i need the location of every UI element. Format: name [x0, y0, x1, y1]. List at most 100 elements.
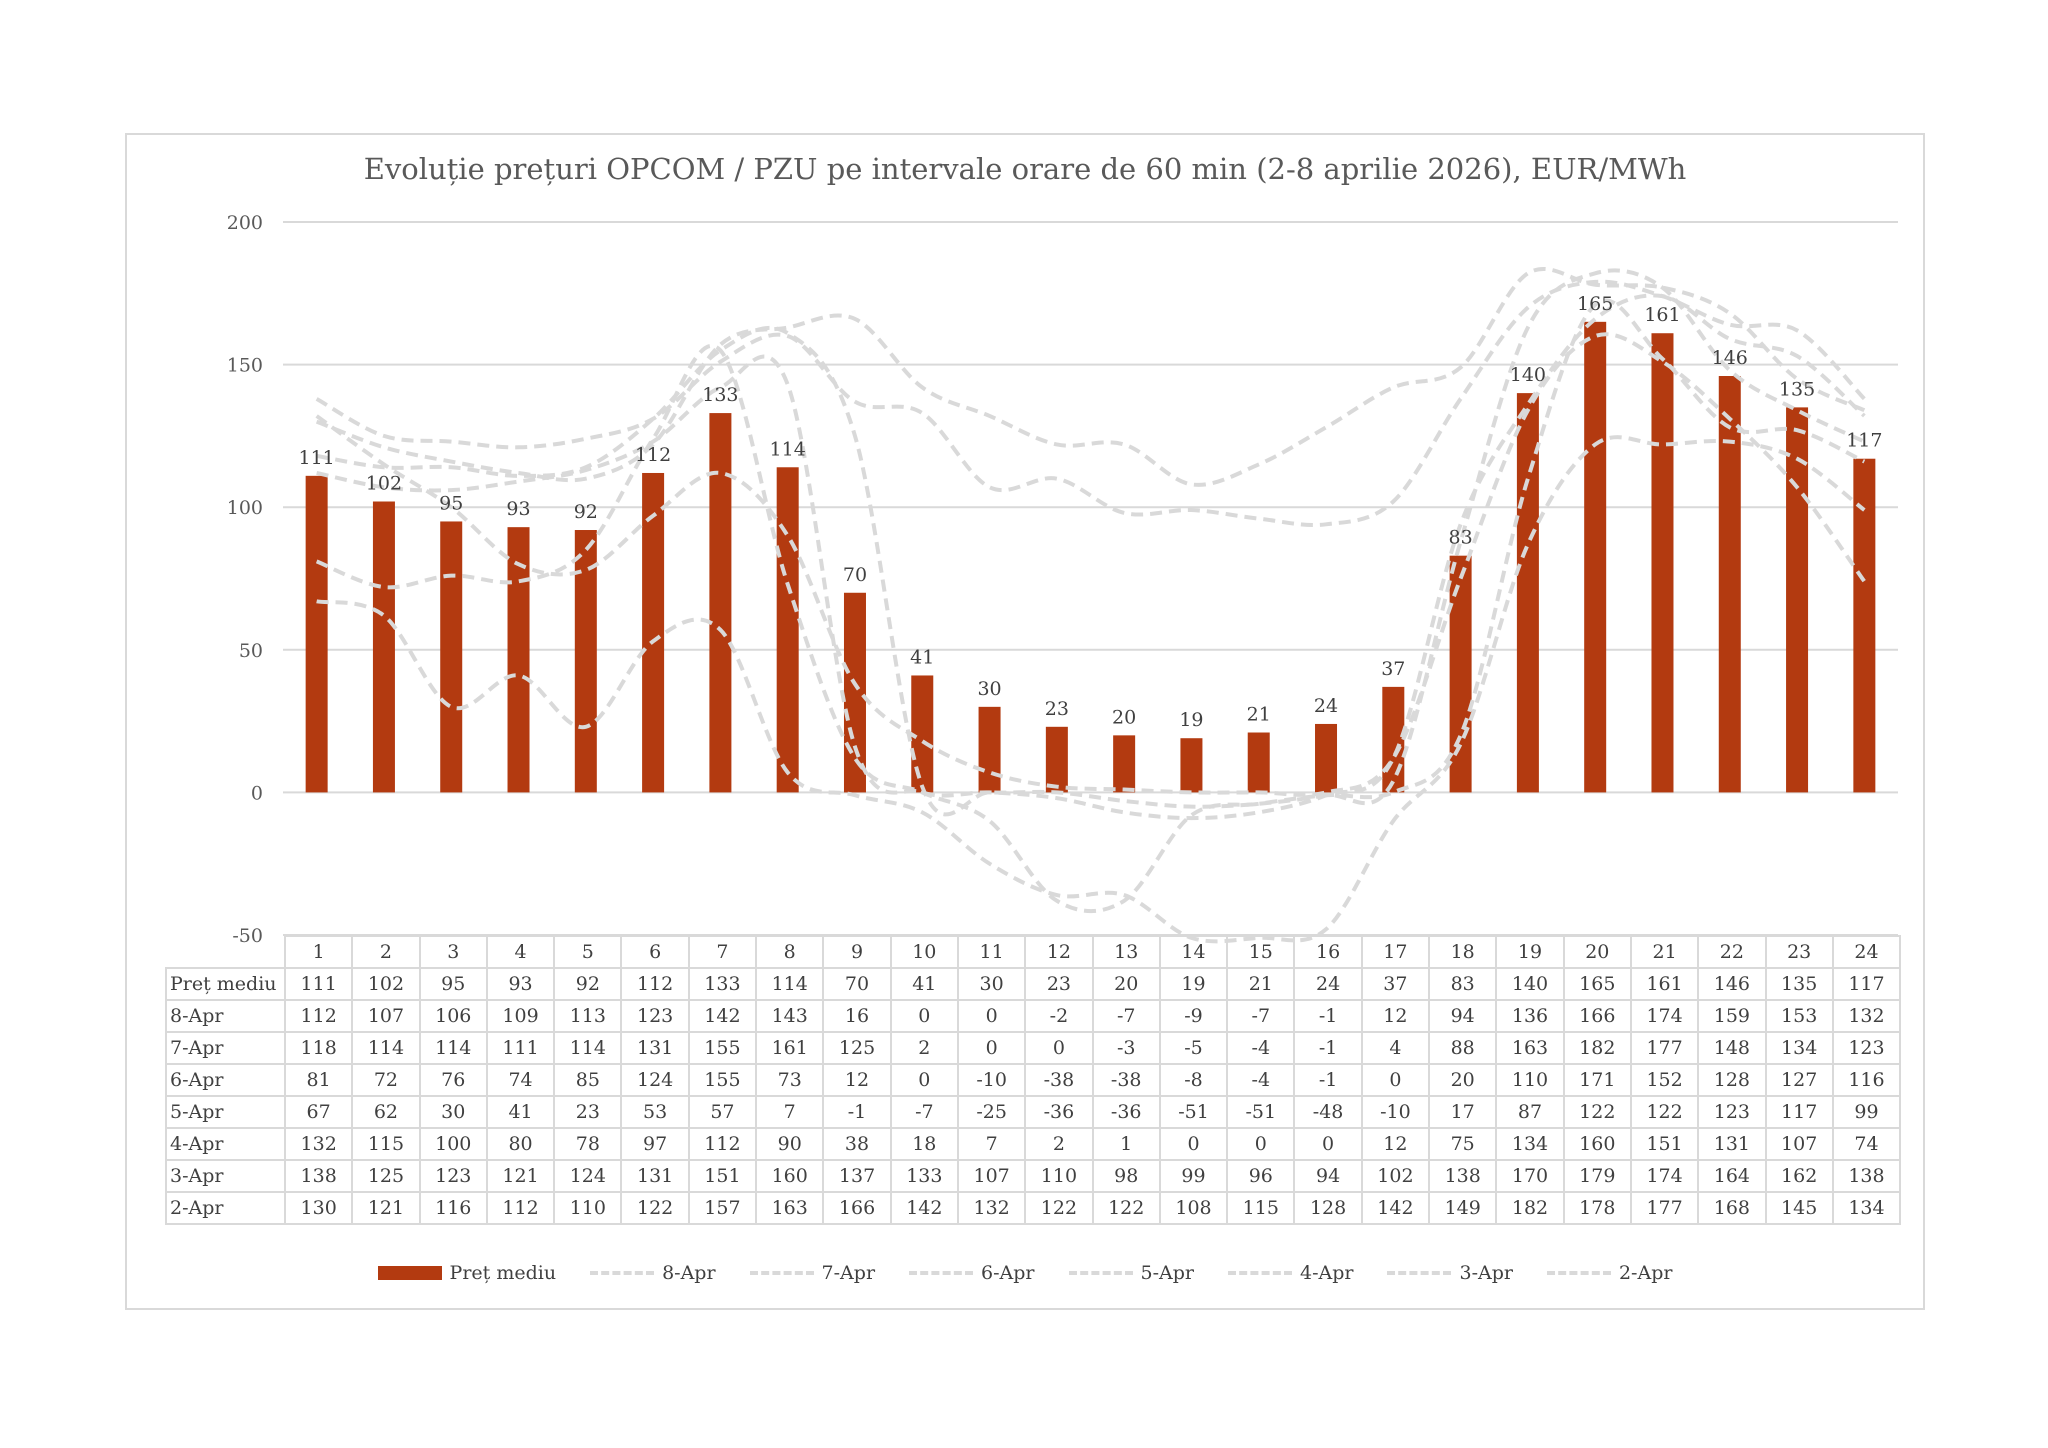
category-label: 13 — [1091, 935, 1161, 969]
table-cell: 131 — [620, 1159, 690, 1193]
table-cell: 20 — [1091, 967, 1161, 1001]
category-label: 17 — [1360, 935, 1431, 969]
table-cell: -51 — [1226, 1095, 1296, 1129]
table-cell: 2 — [1024, 1127, 1094, 1161]
category-label: 2 — [351, 935, 421, 969]
table-cell: 80 — [485, 1127, 556, 1161]
table-cell: 106 — [418, 999, 488, 1033]
table-cell: 94 — [1428, 999, 1498, 1033]
bar — [776, 467, 799, 793]
data-label: 112 — [635, 444, 671, 466]
bar — [642, 472, 665, 793]
legend-line-swatch — [1387, 1271, 1452, 1275]
table-cell: 121 — [351, 1191, 421, 1225]
legend-item: 6-Apr — [909, 1262, 1035, 1284]
table-cell: 123 — [620, 999, 690, 1033]
data-label: 95 — [439, 492, 463, 514]
table-cell: 12 — [1360, 999, 1431, 1033]
table-cell: 132 — [1831, 999, 1902, 1033]
table-cell: 125 — [822, 1031, 892, 1065]
table-cell: 0 — [1360, 1063, 1431, 1097]
table-cell: 7 — [755, 1095, 825, 1129]
table-cell: 70 — [822, 967, 892, 1001]
table-cell: 0 — [1158, 1127, 1229, 1161]
table-cell: 149 — [1428, 1191, 1498, 1225]
series-line-2-Apr — [315, 266, 1866, 487]
table-cell: 113 — [553, 999, 623, 1033]
row-label: 2-Apr — [165, 1191, 286, 1225]
table-cell: 142 — [889, 1191, 959, 1225]
table-cell: 76 — [418, 1063, 488, 1097]
data-label: 23 — [1045, 698, 1069, 720]
table-cell: 124 — [620, 1063, 690, 1097]
table-cell: -1 — [1293, 1063, 1363, 1097]
table-cell: 177 — [1629, 1031, 1700, 1065]
table-cell: 127 — [1764, 1063, 1834, 1097]
table-cell: -5 — [1158, 1031, 1229, 1065]
bar — [709, 413, 732, 793]
table-cell: 1 — [1091, 1127, 1161, 1161]
table-cell: 72 — [351, 1063, 421, 1097]
data-label: 114 — [770, 438, 806, 460]
table-cell: 114 — [418, 1031, 488, 1065]
table-cell: 123 — [418, 1159, 488, 1193]
table-cell: 164 — [1697, 1159, 1767, 1193]
data-label: 161 — [1644, 304, 1680, 326]
table-cell: 114 — [553, 1031, 623, 1065]
series-line-6-Apr — [315, 298, 1866, 914]
legend-label: 6-Apr — [981, 1262, 1035, 1284]
table-cell: -4 — [1226, 1031, 1296, 1065]
table-cell: 23 — [553, 1095, 623, 1129]
table-cell: 137 — [822, 1159, 892, 1193]
category-label: 19 — [1495, 935, 1565, 969]
bar — [1045, 726, 1068, 793]
table-cell: 99 — [1158, 1159, 1229, 1193]
data-label: 102 — [366, 472, 402, 494]
table-cell: 0 — [956, 999, 1027, 1033]
legend-item: 2-Apr — [1546, 1262, 1672, 1284]
table-cell: 4 — [1360, 1031, 1431, 1065]
bar — [1449, 555, 1472, 793]
category-label: 23 — [1764, 935, 1834, 969]
table-cell: 2 — [889, 1031, 959, 1065]
data-label: 93 — [506, 498, 530, 520]
table-cell: 107 — [1764, 1127, 1834, 1161]
table-cell: 17 — [1428, 1095, 1498, 1129]
table-cell: 121 — [485, 1159, 556, 1193]
table-cell: 128 — [1293, 1191, 1363, 1225]
category-label: 24 — [1831, 935, 1902, 969]
table-cell: 90 — [755, 1127, 825, 1161]
bar — [1113, 735, 1136, 793]
table-row: 5-Apr 67 62 30 41 23 53 57 7 -1 -7 -25 -36 -36 -51 -51-… — [165, 1095, 1902, 1129]
legend-label: 4-Apr — [1300, 1262, 1354, 1284]
table-cell: 24 — [1293, 967, 1363, 1001]
legend-bar-swatch — [377, 1266, 442, 1280]
legend: Preț mediu 8-Apr 7-Apr 6-Apr 5-Apr 4-Apr 3-Apr… — [125, 1262, 1925, 1284]
legend-label: 8-Apr — [662, 1262, 716, 1284]
table-cell: 148 — [1697, 1031, 1767, 1065]
table-cell: 85 — [553, 1063, 623, 1097]
bar — [507, 527, 530, 793]
table-cell: 112 — [485, 1191, 556, 1225]
table-cell: 7 — [956, 1127, 1027, 1161]
bar — [843, 592, 866, 793]
legend-label: 5-Apr — [1140, 1262, 1194, 1284]
table-cell: 57 — [687, 1095, 758, 1129]
table-cell: 114 — [755, 967, 825, 1001]
data-label: 37 — [1381, 658, 1405, 680]
table-cell: 97 — [620, 1127, 690, 1161]
table-cell: 30 — [418, 1095, 488, 1129]
table-cell: 157 — [687, 1191, 758, 1225]
table-cell: 74 — [485, 1063, 556, 1097]
table-cell: 151 — [1629, 1127, 1700, 1161]
category-label: 3 — [418, 935, 488, 969]
table-cell: 95 — [418, 967, 488, 1001]
table-cell: 93 — [485, 967, 556, 1001]
bar — [1718, 376, 1741, 793]
data-label: 135 — [1779, 378, 1815, 400]
table-cell: 98 — [1091, 1159, 1161, 1193]
table-cell: 110 — [1495, 1063, 1565, 1097]
legend-item: 8-Apr — [590, 1262, 716, 1284]
table-row: 8-Apr 112 107 106 109 113 123 142 143 16 0 0 -2 -7 -9-… — [165, 999, 1902, 1033]
category-label: 12 — [1024, 935, 1094, 969]
